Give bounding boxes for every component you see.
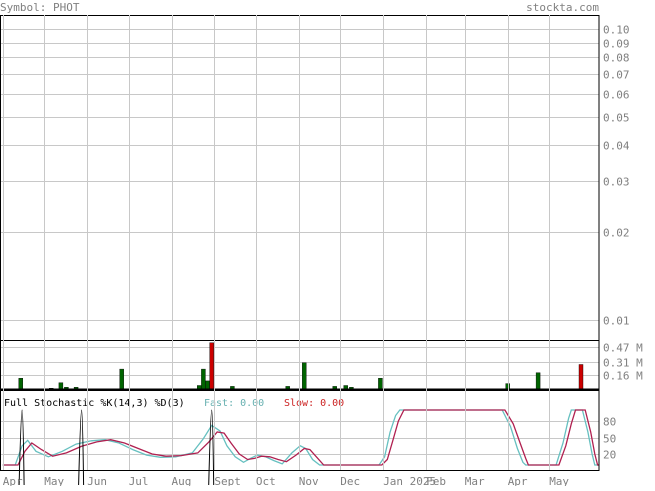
event-marker (18, 409, 25, 486)
x-tick-label: Sept (214, 475, 241, 486)
volume-tick-label: 0.16 M (603, 370, 643, 383)
price-tick-label: 0.08 (603, 52, 630, 65)
event-marker (78, 409, 85, 486)
volume-bar (201, 368, 206, 391)
volume-bar (18, 378, 23, 391)
price-tick-label: 0.05 (603, 112, 630, 125)
price-tick-label: 0.02 (603, 227, 630, 240)
price-tick-label: 0.03 (603, 176, 630, 189)
volume-bar (378, 378, 383, 391)
volume-bar (302, 362, 307, 391)
event-marker (208, 409, 215, 486)
x-tick-label: Apr (508, 475, 528, 486)
price-tick-label: 0.09 (603, 38, 630, 51)
x-tick-label: Mar (465, 475, 485, 486)
price-tick-label: 0.01 (603, 315, 630, 328)
volume-bar (535, 372, 541, 391)
price-tick-label: 0.06 (603, 89, 630, 102)
fast-value-label: Fast: 0.00 (204, 398, 264, 409)
x-tick-label: Apr (3, 475, 23, 486)
x-tick-label: Jul (129, 475, 149, 486)
x-tick-label: Dec (340, 475, 360, 486)
volume-panel: 0.47 M 0.31 M0.16 M (0, 340, 643, 391)
price-tick-label: 0.07 (603, 69, 630, 82)
price-tick-label: 0.04 (603, 140, 630, 153)
x-tick-label: Feb (426, 475, 446, 486)
slow-series-line (2, 409, 599, 466)
symbol-label: Symbol: PHOT (0, 1, 80, 14)
x-tick-label: Nov (299, 475, 319, 486)
site-link[interactable]: stockta.com (526, 1, 599, 14)
x-tick-label: Aug (172, 475, 192, 486)
volume-tick-label: 0.31 M (603, 357, 643, 370)
stochastic-tick-label: 20 (603, 449, 616, 462)
volume-bar (119, 368, 124, 391)
stochastic-tick-label: 80 (603, 416, 616, 429)
x-tick-label: Jun (87, 475, 107, 486)
volume-bar (209, 342, 214, 391)
volume-bar (578, 364, 584, 391)
price-tick-label: 0.10 (603, 24, 630, 37)
x-tick-label: May (44, 475, 64, 486)
x-tick-label: Oct (256, 475, 276, 486)
stochastic-panel: Full Stochastic %K(14,3) %D(3) Fast: 0.0… (0, 390, 616, 486)
x-tick-label: Jan 2025 (383, 475, 436, 486)
x-tick-label: May (549, 475, 569, 486)
stochastic-title: Full Stochastic %K(14,3) %D(3) (4, 398, 185, 409)
slow-value-label: Slow: 0.00 (284, 398, 344, 409)
price-panel: 0.100.090.08 0.07 0.06 0.05 0.04 0.03 0.02 0.01 (0, 15, 630, 341)
stochastic-tick-label: 50 (603, 433, 616, 446)
volume-tick-label: 0.47 M (603, 342, 643, 355)
